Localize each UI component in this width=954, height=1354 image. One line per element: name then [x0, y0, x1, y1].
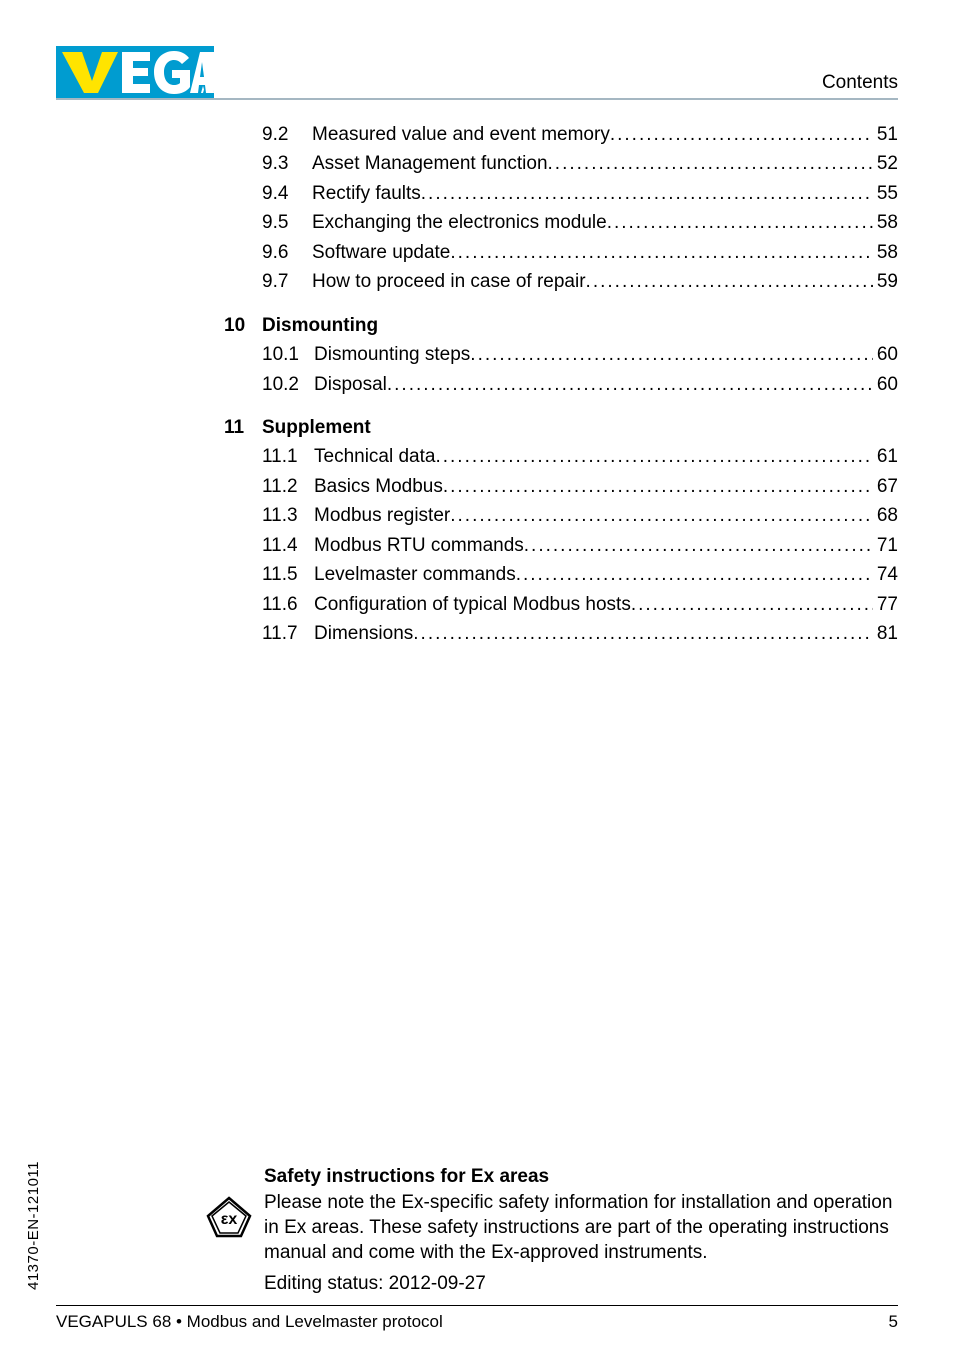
toc-dots	[631, 590, 873, 619]
toc-entry: 10.2Disposal 60	[262, 370, 898, 399]
ex-body-text: Please note the Ex-specific safety infor…	[210, 1190, 898, 1265]
toc-entry-title: Dimensions	[314, 619, 413, 648]
toc-entry: 11.3Modbus register 68	[262, 501, 898, 530]
toc-dots	[387, 370, 873, 399]
footer-divider	[56, 1305, 898, 1306]
toc-dots	[548, 149, 873, 178]
toc-dots	[450, 238, 872, 267]
toc-entry-number: 9.4	[262, 179, 312, 208]
toc-entry: 11.4Modbus RTU commands 71	[262, 531, 898, 560]
toc-entry-number: 11.4	[262, 531, 314, 560]
toc-entry-title: Rectify faults	[312, 179, 421, 208]
toc-dots	[607, 208, 873, 237]
toc-entry-title: Modbus RTU commands	[314, 531, 524, 560]
toc-dots	[516, 560, 873, 589]
toc-entry-title: How to proceed in case of repair	[312, 267, 586, 296]
toc-entry-page: 59	[873, 267, 898, 296]
header-divider	[56, 98, 898, 100]
toc-chapter-heading: 11Supplement	[262, 413, 898, 442]
toc-entry-number: 11.5	[262, 560, 314, 589]
toc-entry-number: 9.3	[262, 149, 312, 178]
toc-chapter-number: 10	[224, 311, 262, 340]
toc-entry: 11.6Configuration of typical Modbus host…	[262, 590, 898, 619]
ex-heading: Safety instructions for Ex areas	[210, 1166, 898, 1188]
toc-entry-page: 58	[873, 238, 898, 267]
toc-entry: 9.6Software update 58	[262, 238, 898, 267]
toc-chapter-number: 11	[224, 413, 262, 442]
toc-entry-number: 9.6	[262, 238, 312, 267]
toc-entry-title: Exchanging the electronics module	[312, 208, 607, 237]
toc-dots	[450, 501, 873, 530]
toc-dots	[421, 179, 873, 208]
toc-dots	[435, 442, 872, 471]
toc-entry: 9.7How to proceed in case of repair 59	[262, 267, 898, 296]
toc-entry-title: Configuration of typical Modbus hosts	[314, 590, 631, 619]
toc-entry-title: Technical data	[314, 442, 435, 471]
toc-dots	[610, 120, 873, 149]
toc-entry: 9.2Measured value and event memory 51	[262, 120, 898, 149]
footer-left-text: VEGAPULS 68 • Modbus and Levelmaster pro…	[56, 1312, 443, 1332]
toc-entry-number: 11.6	[262, 590, 314, 619]
toc-dots	[524, 531, 873, 560]
toc-entry: 11.5Levelmaster commands 74	[262, 560, 898, 589]
toc-entry: 9.3Asset Management function 52	[262, 149, 898, 178]
toc-entry-page: 58	[873, 208, 898, 237]
footer-page-number: 5	[889, 1312, 898, 1332]
toc-entry-number: 11.2	[262, 472, 314, 501]
toc-entry-page: 52	[873, 149, 898, 178]
toc-chapter-heading: 10Dismounting	[262, 311, 898, 340]
toc-entry: 9.4Rectify faults 55	[262, 179, 898, 208]
ex-editing-status: Editing status: 2012-09-27	[210, 1273, 898, 1295]
toc-entry-title: Asset Management function	[312, 149, 548, 178]
toc-entry-number: 11.7	[262, 619, 314, 648]
toc-entry-number: 11.3	[262, 501, 314, 530]
toc-chapter-title: Dismounting	[262, 311, 378, 340]
toc-entry-page: 51	[873, 120, 898, 149]
toc-entry: 11.7Dimensions 81	[262, 619, 898, 648]
toc-entry-page: 68	[873, 501, 898, 530]
toc-entry-title: Modbus register	[314, 501, 450, 530]
toc-entry: 10.1Dismounting steps 60	[262, 340, 898, 369]
header-section-label: Contents	[822, 72, 898, 94]
toc-dots	[470, 340, 873, 369]
toc-entry-page: 55	[873, 179, 898, 208]
toc-entry-page: 77	[873, 590, 898, 619]
toc-entry-number: 9.5	[262, 208, 312, 237]
toc-entry-title: Disposal	[314, 370, 387, 399]
toc-entry-page: 71	[873, 531, 898, 560]
toc-entry-title: Basics Modbus	[314, 472, 443, 501]
toc-entry-number: 11.1	[262, 442, 314, 471]
toc-entry-title: Measured value and event memory	[312, 120, 610, 149]
toc-entry-page: 60	[873, 340, 898, 369]
toc-chapter-title: Supplement	[262, 413, 371, 442]
toc-dots	[586, 267, 873, 296]
svg-text:εx: εx	[221, 1211, 238, 1228]
toc-entry-number: 9.2	[262, 120, 312, 149]
toc-entry-number: 10.1	[262, 340, 314, 369]
toc-entry: 11.1Technical data 61	[262, 442, 898, 471]
toc-entry-title: Software update	[312, 238, 450, 267]
toc-dots	[443, 472, 873, 501]
toc-entry: 11.2Basics Modbus 67	[262, 472, 898, 501]
vega-logo	[56, 46, 214, 104]
toc-entry-page: 74	[873, 560, 898, 589]
toc-entry-title: Dismounting steps	[314, 340, 470, 369]
toc-entry: 9.5Exchanging the electronics module 58	[262, 208, 898, 237]
ex-icon: εx	[206, 1196, 252, 1243]
toc-entry-page: 60	[873, 370, 898, 399]
ex-safety-block: εx Safety instructions for Ex areas Plea…	[210, 1166, 898, 1295]
toc-entry-page: 67	[873, 472, 898, 501]
side-document-code: 41370-EN-121011	[25, 1161, 42, 1290]
table-of-contents: 9.2Measured value and event memory519.3A…	[262, 120, 898, 648]
toc-entry-number: 10.2	[262, 370, 314, 399]
toc-entry-title: Levelmaster commands	[314, 560, 516, 589]
toc-entry-page: 61	[873, 442, 898, 471]
toc-entry-page: 81	[873, 619, 898, 648]
toc-dots	[413, 619, 873, 648]
toc-entry-number: 9.7	[262, 267, 312, 296]
